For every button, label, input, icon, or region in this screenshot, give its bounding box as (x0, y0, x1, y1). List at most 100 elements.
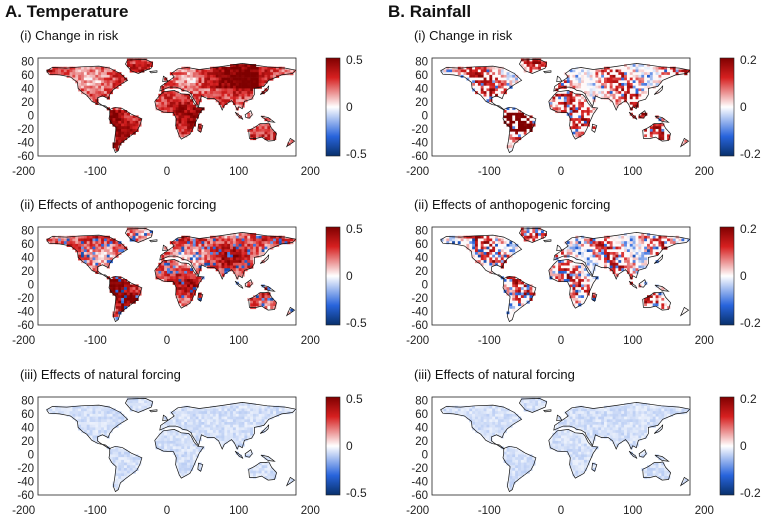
x-tick-label: -100 (84, 166, 107, 178)
colorbar-tick-label: 0.2 (740, 222, 757, 236)
x-tick-label: 0 (164, 335, 170, 347)
x-tick-label: -100 (84, 505, 107, 517)
colorbar (326, 227, 340, 325)
x-tick-label: 100 (623, 166, 642, 178)
y-tick-label: 0 (28, 110, 34, 122)
colorbar-tick-label: 0 (346, 439, 353, 453)
y-tick-label: 60 (21, 70, 34, 82)
y-tick-label: -40 (411, 137, 428, 149)
rain-panel-3-title: (iii) Effects of natural forcing (414, 367, 575, 382)
x-tick-label: 0 (558, 166, 564, 178)
y-tick-label: 20 (415, 97, 428, 109)
temp-panel-3-title: (iii) Effects of natural forcing (20, 367, 181, 382)
x-tick-label: 200 (301, 505, 320, 517)
y-tick-label: 60 (415, 239, 428, 251)
colorbar-tick-label: 0 (740, 100, 747, 114)
colorbar-tick-label: 0 (346, 269, 353, 283)
colorbar-tick-label: 0 (346, 100, 353, 114)
y-tick-label: 20 (21, 97, 34, 109)
y-tick-label: 40 (415, 83, 428, 95)
y-tick-label: 60 (415, 70, 428, 82)
y-tick-label: 80 (415, 225, 428, 237)
x-tick-label: 100 (623, 505, 642, 517)
y-tick-label: 20 (21, 266, 34, 278)
y-tick-label: -20 (411, 124, 428, 136)
x-tick-label: 0 (558, 505, 564, 517)
y-tick-label: -60 (17, 490, 34, 502)
x-tick-label: 100 (229, 335, 248, 347)
rain-panel-1-title: (i) Change in risk (414, 28, 512, 43)
x-tick-label: -200 (406, 166, 429, 178)
y-tick-label: -60 (411, 151, 428, 163)
y-tick-label: 60 (415, 409, 428, 421)
y-tick-label: 40 (21, 83, 34, 95)
colorbar-tick-label: -0.2 (740, 316, 761, 330)
y-tick-label: 40 (21, 422, 34, 434)
x-tick-label: 0 (164, 166, 170, 178)
temp-panel-2-title: (ii) Effects of anthopogenic forcing (20, 197, 216, 212)
colorbar (326, 397, 340, 495)
colorbar (326, 58, 340, 156)
y-tick-label: -40 (17, 476, 34, 488)
y-tick-label: 80 (415, 56, 428, 68)
y-tick-label: -40 (411, 306, 428, 318)
y-tick-label: 0 (422, 449, 428, 461)
y-tick-label: -40 (17, 137, 34, 149)
y-tick-label: 0 (422, 279, 428, 291)
y-tick-label: -20 (411, 463, 428, 475)
y-tick-label: 0 (28, 279, 34, 291)
x-tick-label: -100 (84, 335, 107, 347)
x-tick-label: -100 (478, 166, 501, 178)
x-tick-label: 0 (558, 335, 564, 347)
colorbar-tick-label: 0.2 (740, 392, 757, 406)
colorbar-tick-label: 0.5 (346, 53, 363, 67)
colorbar (720, 397, 734, 495)
y-tick-label: -40 (411, 476, 428, 488)
x-tick-label: 200 (695, 335, 714, 347)
x-tick-label: -200 (12, 335, 35, 347)
y-tick-label: 80 (21, 395, 34, 407)
y-tick-label: 80 (21, 225, 34, 237)
colorbar-tick-label: -0.5 (346, 316, 367, 330)
colorbar-tick-label: -0.2 (740, 486, 761, 500)
x-tick-label: -200 (12, 505, 35, 517)
y-tick-label: -20 (411, 293, 428, 305)
y-tick-label: 20 (21, 436, 34, 448)
y-tick-label: -60 (411, 320, 428, 332)
y-tick-label: 0 (422, 110, 428, 122)
colorbar-tick-label: 0.2 (740, 53, 757, 67)
colorbar-tick-label: 0 (740, 269, 747, 283)
x-tick-label: 100 (623, 335, 642, 347)
x-tick-label: -200 (406, 505, 429, 517)
rainfall-column-title: B. Rainfall (388, 2, 471, 22)
y-tick-label: 0 (28, 449, 34, 461)
y-tick-label: 20 (415, 436, 428, 448)
y-tick-label: 40 (415, 252, 428, 264)
colorbar-tick-label: 0.5 (346, 222, 363, 236)
x-tick-label: 200 (301, 335, 320, 347)
x-tick-label: 0 (164, 505, 170, 517)
colorbar-tick-label: 0.5 (346, 392, 363, 406)
temperature-column-title: A. Temperature (5, 2, 128, 22)
y-tick-label: -20 (17, 293, 34, 305)
x-tick-label: 100 (229, 505, 248, 517)
y-tick-label: 60 (21, 409, 34, 421)
y-tick-label: 60 (21, 239, 34, 251)
temp-panel-1-title: (i) Change in risk (20, 28, 118, 43)
y-tick-label: 80 (415, 395, 428, 407)
x-tick-label: 200 (695, 166, 714, 178)
y-tick-label: -60 (17, 320, 34, 332)
y-tick-label: 40 (21, 252, 34, 264)
y-tick-label: -40 (17, 306, 34, 318)
colorbar (720, 58, 734, 156)
x-tick-label: 200 (301, 166, 320, 178)
colorbar-tick-label: 0 (740, 439, 747, 453)
x-tick-label: -100 (478, 335, 501, 347)
x-tick-label: 200 (695, 505, 714, 517)
colorbar (720, 227, 734, 325)
